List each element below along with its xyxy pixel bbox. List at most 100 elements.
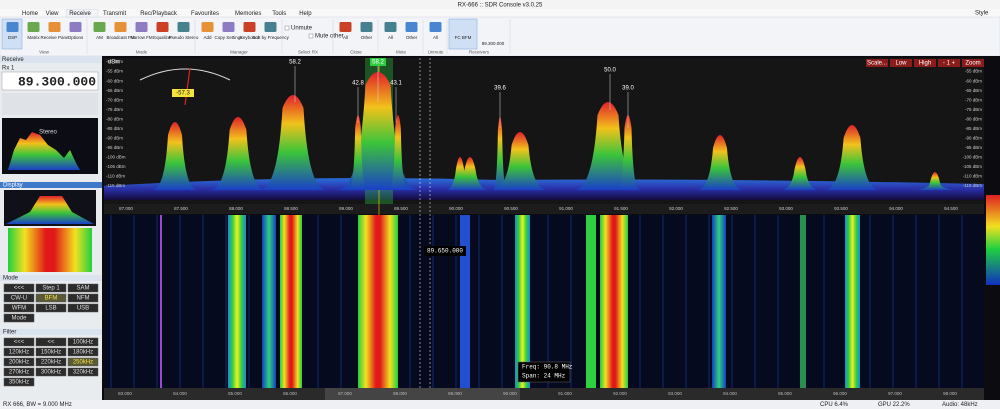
mode-button[interactable] (3, 283, 35, 293)
mode-button-label[interactable]: BFM (45, 296, 58, 302)
mode-button[interactable] (3, 303, 35, 313)
button-label[interactable]: Other (361, 35, 373, 40)
button-label[interactable]: All (388, 35, 393, 40)
tab[interactable]: Rec/Playback (140, 11, 178, 17)
button-icon[interactable] (135, 22, 148, 32)
mode-button-label[interactable]: 120kHz (9, 350, 29, 356)
mode-button[interactable] (3, 347, 35, 357)
button-icon[interactable] (405, 22, 418, 32)
checkbox-label[interactable]: Unmute (291, 26, 313, 32)
spectrum-control[interactable] (962, 59, 984, 67)
mode-button[interactable] (67, 367, 99, 377)
mode-button[interactable] (3, 337, 35, 347)
spectrum-control[interactable] (866, 59, 888, 67)
button-icon[interactable] (6, 22, 19, 32)
mode-button-label[interactable]: USB (77, 306, 89, 312)
tab[interactable]: Help (299, 11, 312, 17)
button-icon[interactable] (201, 22, 214, 32)
mode-button[interactable] (67, 347, 99, 357)
mode-button-label[interactable]: << (47, 340, 55, 346)
tab[interactable]: Favourites (191, 11, 219, 17)
tab[interactable]: Tools (272, 11, 286, 17)
mode-button[interactable] (3, 313, 35, 323)
mode-button-label[interactable]: 300kHz (41, 370, 61, 376)
checkbox[interactable] (308, 33, 314, 39)
button-icon[interactable] (93, 22, 106, 32)
button-icon[interactable] (339, 22, 352, 32)
checkbox-label[interactable]: Mute other (315, 34, 344, 40)
tab[interactable]: Memories (235, 11, 261, 17)
mode-button[interactable] (35, 347, 67, 357)
mode-button[interactable] (3, 367, 35, 377)
tab[interactable]: Receive (69, 11, 91, 17)
button-label[interactable]: Matrix (27, 35, 40, 40)
spectrum-control[interactable] (914, 59, 936, 67)
button-label[interactable]: Other (406, 35, 418, 40)
mode-button-label[interactable]: <<< (14, 340, 25, 346)
spectrum-control-label[interactable]: - 1 + (943, 61, 956, 67)
button-icon[interactable] (27, 22, 40, 32)
mode-button-label[interactable]: 200kHz (9, 360, 29, 366)
button-label[interactable]: DSP (8, 35, 17, 40)
spectrum-control[interactable] (890, 59, 912, 67)
mode-button-label[interactable]: 220kHz (41, 360, 61, 366)
mode-button[interactable] (67, 283, 99, 293)
mode-button-label[interactable]: WFM (12, 306, 26, 312)
mode-button[interactable] (35, 283, 67, 293)
spectrum-control-label[interactable]: Low (895, 61, 907, 67)
mode-button[interactable] (3, 377, 35, 387)
mode-button[interactable] (67, 357, 99, 367)
mode-button[interactable] (35, 357, 67, 367)
mode-button-label[interactable]: 150kHz (41, 350, 61, 356)
mode-button[interactable] (35, 337, 67, 347)
button-icon[interactable] (360, 22, 373, 32)
mode-button[interactable] (67, 293, 99, 303)
button-label[interactable]: Sort by Frequency (252, 35, 290, 40)
button-label[interactable]: Options (68, 35, 84, 40)
spectrum-control-label[interactable]: High (919, 61, 931, 67)
spectrum-control-label[interactable]: Zoom (965, 61, 980, 67)
button-icon[interactable] (114, 22, 127, 32)
button-label[interactable]: Copy Settings (214, 35, 243, 40)
button-icon[interactable] (429, 22, 442, 32)
button-icon[interactable] (222, 22, 235, 32)
receiver-button[interactable] (448, 18, 478, 50)
button-icon[interactable] (177, 22, 190, 32)
mode-button-label[interactable]: 180kHz (73, 350, 93, 356)
mode-button[interactable] (3, 293, 35, 303)
mode-button-label[interactable]: Mode (11, 316, 27, 322)
button-label[interactable]: Equalizer (153, 35, 172, 40)
button-icon[interactable] (264, 22, 277, 32)
button-label[interactable]: Receive Pane (40, 35, 69, 40)
button-icon[interactable] (243, 22, 256, 32)
button-label[interactable]: All (433, 35, 438, 40)
tab[interactable]: Home (22, 11, 39, 17)
overview-window[interactable] (325, 388, 520, 400)
button-icon[interactable] (384, 22, 397, 32)
mode-button-label[interactable]: NFM (77, 296, 90, 302)
mode-button-label[interactable]: 270kHz (9, 370, 29, 376)
mode-button-label[interactable]: 100kHz (73, 340, 93, 346)
mode-button-label[interactable]: <<< (14, 286, 25, 292)
button-label[interactable]: Narrow FM (130, 35, 153, 40)
button-label[interactable]: AM (96, 35, 103, 40)
button-label[interactable]: Add (203, 35, 212, 40)
spectrum-control[interactable] (938, 59, 960, 67)
mode-button[interactable] (35, 293, 67, 303)
button-icon[interactable] (69, 22, 82, 32)
button-label[interactable]: Broadcast FM (106, 35, 134, 40)
tab[interactable]: Transmit (103, 11, 126, 17)
button-label[interactable]: All (343, 35, 348, 40)
button-icon[interactable] (48, 22, 61, 32)
frequency-box[interactable] (1, 71, 99, 91)
tab[interactable]: View (46, 11, 60, 17)
mode-button-label[interactable]: 320kHz (73, 370, 93, 376)
mode-button[interactable] (67, 337, 99, 347)
button-label[interactable]: Pseudo Stereo (169, 35, 199, 40)
button-icon[interactable] (156, 22, 169, 32)
mode-button-label[interactable]: 350kHz (9, 380, 29, 386)
mode-button-label[interactable]: SAM (76, 286, 89, 292)
mode-button[interactable] (35, 367, 67, 377)
mode-button-label[interactable]: 250kHz (73, 360, 93, 366)
mode-button[interactable] (35, 303, 67, 313)
